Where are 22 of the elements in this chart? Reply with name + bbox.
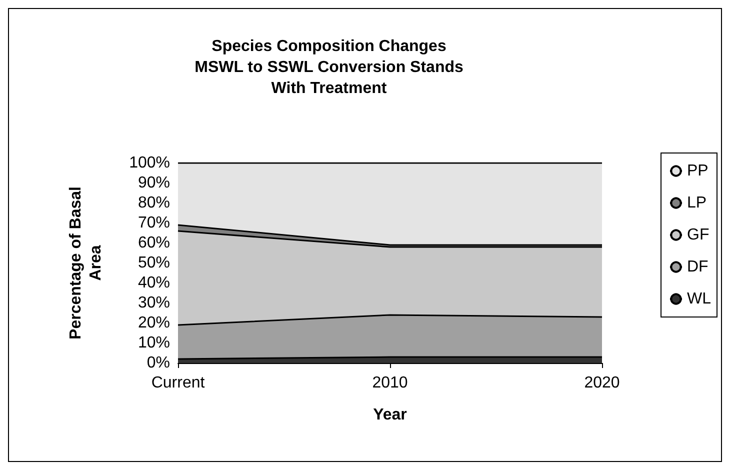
y-tick-label: 70% <box>138 214 170 232</box>
legend-label: LP <box>687 194 707 212</box>
legend-label: DF <box>687 258 709 276</box>
x-axis-title: Year <box>373 406 407 424</box>
y-tick-label: 40% <box>138 274 170 292</box>
y-tick-label: 0% <box>146 354 170 372</box>
y-tick-label: 80% <box>138 194 170 212</box>
y-tick-label: 90% <box>138 174 170 192</box>
y-tick-label: 10% <box>138 334 170 352</box>
x-tick-label: 2010 <box>372 374 408 392</box>
y-tick-label: 20% <box>138 314 170 332</box>
chart-title: Species Composition Changes MSWL to SSWL Conversion Stands With Treatment <box>194 38 464 97</box>
legend-label: WL <box>687 290 712 308</box>
y-axis-title: Percentage of Basal Area <box>68 186 104 340</box>
legend-label: PP <box>687 162 708 180</box>
legend-label: GF <box>687 226 710 244</box>
y-tick-label: 60% <box>138 234 170 252</box>
x-tick-label: Current <box>151 374 206 392</box>
y-tick-label: 50% <box>138 254 170 272</box>
y-tick-label: 30% <box>138 294 170 312</box>
y-tick-label: 100% <box>129 154 170 172</box>
x-tick-label: 2020 <box>584 374 620 392</box>
